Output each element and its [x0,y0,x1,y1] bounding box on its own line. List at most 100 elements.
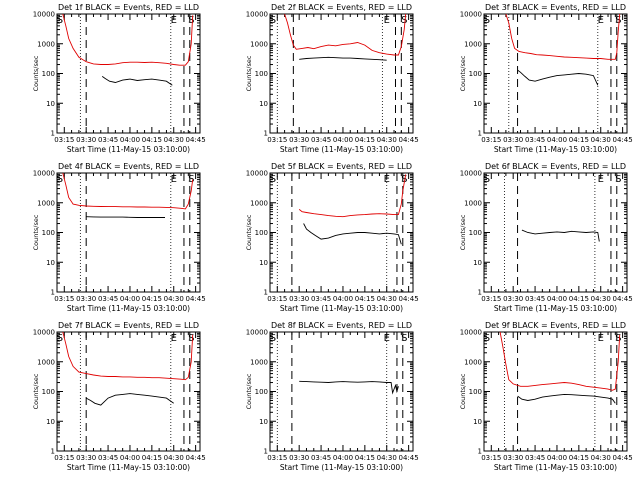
x-tick-label: 04:45 [613,136,633,144]
y-tick-label: 1000 [37,199,55,207]
interval-marker-e: E [598,15,604,26]
x-tick-label: 03:30 [289,454,309,462]
detector-plot-1: Det 1f BLACK = Events, RED = LLD 1 10 100 10… [32,3,206,154]
plot-frame [483,331,628,452]
detector-plot-2: Det 2f BLACK = Events, RED = LLD 1 10 100 10… [245,3,419,154]
y-tick-label: 100 [255,70,268,78]
interval-marker-s: S [615,15,621,26]
interval-marker-s: S [615,333,621,344]
y-axis-label: Counts/sec [245,55,253,91]
y-tick-label: 10 [473,418,482,426]
y-tick-label: 100 [469,229,482,237]
y-tick-label: 10000 [33,11,55,19]
y-tick-label: 100 [42,70,55,78]
interval-marker-e: E [171,174,177,185]
interval-marker-s: S [57,174,63,185]
series-lld-line [62,173,194,210]
plot-title: Det 2f BLACK = Events, RED = LLD [271,3,412,12]
x-tick-label: 03:30 [76,136,96,144]
plot-title: Det 5f BLACK = Events, RED = LLD [271,162,412,171]
y-axis-label: Counts/sec [459,214,467,250]
series-events-line [86,216,165,218]
x-tick-label: 03:30 [289,295,309,303]
x-tick-label: 04:00 [333,136,353,144]
x-tick-label: 04:15 [355,295,375,303]
y-tick-label: 1000 [250,40,268,48]
plot-frame [269,13,414,134]
y-axis-label: Counts/sec [245,214,253,250]
y-tick-label: 1 [478,448,482,456]
x-tick-label: 04:30 [377,454,397,462]
interval-marker-s: S [484,15,490,26]
y-tick-label: 10000 [246,11,268,19]
x-tick-label: 03:45 [525,136,545,144]
series-lld-line [62,332,194,381]
detector-plot-4: Det 4f BLACK = Events, RED = LLD 1 10 100 10… [32,162,206,313]
x-tick-label: 03:15 [481,295,501,303]
x-tick-label: 04:30 [591,136,611,144]
y-tick-label: 1000 [37,40,55,48]
interval-marker-s: S [615,174,621,185]
y-tick-label: 10000 [33,170,55,178]
x-tick-label: 04:15 [142,454,162,462]
y-tick-label: 10 [473,259,482,267]
x-tick-label: 04:30 [164,136,184,144]
plot-title: Det 6f BLACK = Events, RED = LLD [485,162,626,171]
x-axis-label: Start Time (11-May-15 03:10:00) [280,145,403,154]
y-tick-label: 100 [42,388,55,396]
interval-marker-e: E [384,174,390,185]
series-events-line [299,380,399,395]
x-tick-label: 04:45 [399,295,419,303]
plot-title: Det 9f BLACK = Events, RED = LLD [485,321,626,330]
x-tick-label: 04:15 [569,295,589,303]
x-tick-label: 04:15 [142,295,162,303]
x-tick-label: 04:45 [613,454,633,462]
x-tick-label: 04:00 [333,454,353,462]
x-tick-label: 04:30 [377,295,397,303]
plot-frame [56,331,201,452]
x-tick-label: 04:30 [591,295,611,303]
detector-plot-8: Det 8f BLACK = Events, RED = LLD 1 10 100 10… [245,321,419,472]
plot-title: Det 8f BLACK = Events, RED = LLD [271,321,412,330]
x-tick-label: 04:30 [164,295,184,303]
x-tick-label: 04:00 [547,454,567,462]
detector-plot-9: Det 9f BLACK = Events, RED = LLD 1 10 100 10… [459,321,633,472]
y-tick-label: 1000 [464,40,482,48]
x-tick-label: 04:00 [547,295,567,303]
y-tick-label: 1000 [464,358,482,366]
x-tick-label: 04:45 [186,454,206,462]
y-tick-label: 1 [51,289,55,297]
x-axis-label: Start Time (11-May-15 03:10:00) [494,145,617,154]
y-tick-label: 1 [51,130,55,138]
y-tick-label: 10000 [33,329,55,337]
y-tick-label: 10000 [246,170,268,178]
y-tick-label: 1000 [37,358,55,366]
y-tick-label: 10 [46,100,55,108]
y-tick-label: 100 [255,229,268,237]
interval-marker-s: S [188,333,194,344]
plot-title: Det 4f BLACK = Events, RED = LLD [58,162,199,171]
x-tick-label: 03:45 [525,454,545,462]
plot-title: Det 3f BLACK = Events, RED = LLD [485,3,626,12]
series-events-line [521,229,600,242]
y-tick-label: 10000 [460,329,482,337]
y-tick-label: 10000 [246,329,268,337]
y-tick-label: 100 [255,388,268,396]
x-tick-label: 04:45 [186,136,206,144]
y-tick-label: 1000 [250,199,268,207]
series-events-line [303,223,402,245]
interval-marker-e: E [598,174,604,185]
x-tick-label: 04:30 [591,454,611,462]
interval-marker-e: E [171,15,177,26]
interval-marker-e: E [171,333,177,344]
interval-marker-e: E [384,15,390,26]
y-tick-label: 10 [473,100,482,108]
x-tick-label: 04:00 [547,136,567,144]
series-events-line [299,56,387,61]
x-tick-label: 04:45 [399,136,419,144]
y-tick-label: 10000 [460,170,482,178]
series-events-line [517,69,599,86]
y-tick-label: 1000 [250,358,268,366]
x-axis-label: Start Time (11-May-15 03:10:00) [280,463,403,472]
y-tick-label: 10000 [460,11,482,19]
